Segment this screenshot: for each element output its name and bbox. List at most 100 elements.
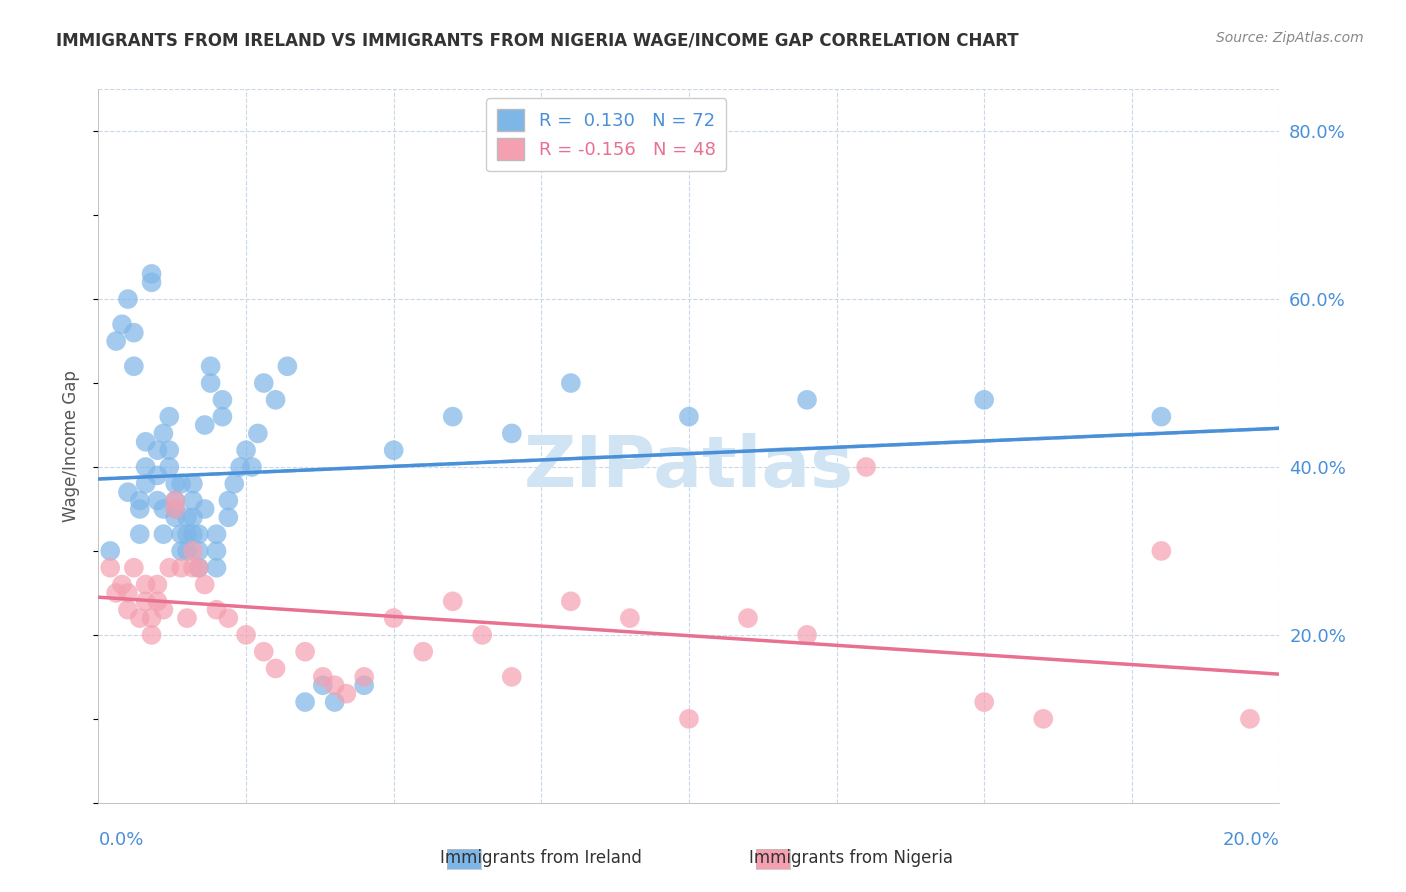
Point: [176, 527, 198, 541]
Point: [146, 594, 169, 608]
Point: [560, 376, 582, 390]
Point: [246, 426, 269, 441]
Point: [111, 318, 134, 332]
Point: [128, 502, 150, 516]
Point: [264, 392, 287, 407]
Point: [135, 476, 157, 491]
Point: [200, 359, 222, 374]
Point: [973, 695, 995, 709]
Point: [1150, 544, 1173, 558]
Point: [205, 527, 228, 541]
Point: [1150, 409, 1173, 424]
Point: [141, 628, 163, 642]
Point: [141, 611, 163, 625]
Point: [194, 577, 217, 591]
Point: [146, 468, 169, 483]
Point: [170, 560, 193, 574]
Point: [855, 460, 877, 475]
Point: [181, 544, 204, 558]
Point: [217, 510, 239, 524]
Point: [176, 510, 198, 524]
Point: [152, 502, 174, 516]
Point: [217, 611, 239, 625]
Point: [128, 527, 150, 541]
Point: [412, 645, 434, 659]
Point: [117, 292, 139, 306]
Point: [312, 678, 335, 692]
Point: [157, 409, 180, 424]
Point: [335, 687, 357, 701]
Point: [224, 476, 246, 491]
Point: [737, 611, 759, 625]
Point: [135, 434, 157, 449]
Point: [128, 611, 150, 625]
Point: [105, 334, 128, 348]
Point: [235, 628, 257, 642]
Point: [165, 476, 187, 491]
Point: [678, 409, 700, 424]
Point: [128, 493, 150, 508]
Point: [117, 485, 139, 500]
Point: [170, 476, 193, 491]
Point: [382, 443, 405, 458]
Point: [141, 275, 163, 289]
Point: [276, 359, 298, 374]
Point: [211, 409, 233, 424]
Point: [165, 502, 187, 516]
Point: [181, 560, 204, 574]
Point: [253, 645, 276, 659]
Point: [141, 267, 163, 281]
Point: [619, 611, 641, 625]
Text: ZIPatlas: ZIPatlas: [524, 433, 853, 502]
Legend: R =  0.130   N = 72, R = -0.156   N = 48: R = 0.130 N = 72, R = -0.156 N = 48: [486, 98, 727, 171]
Point: [146, 443, 169, 458]
Point: [165, 510, 187, 524]
Point: [205, 560, 228, 574]
Point: [973, 392, 995, 407]
Text: Immigrants from Nigeria: Immigrants from Nigeria: [748, 849, 953, 867]
Point: [176, 544, 198, 558]
Point: [1032, 712, 1054, 726]
Point: [165, 502, 187, 516]
Point: [117, 586, 139, 600]
Point: [441, 409, 464, 424]
Point: [1239, 712, 1261, 726]
Point: [122, 359, 145, 374]
Point: [157, 460, 180, 475]
Point: [229, 460, 252, 475]
Point: [471, 628, 494, 642]
Point: [157, 443, 180, 458]
Point: [294, 645, 316, 659]
Point: [117, 603, 139, 617]
Point: [98, 560, 121, 574]
Point: [170, 527, 193, 541]
Point: [323, 695, 346, 709]
Point: [253, 376, 276, 390]
Point: [152, 426, 174, 441]
Point: [146, 577, 169, 591]
Point: [200, 376, 222, 390]
Point: [353, 678, 375, 692]
Point: [294, 695, 316, 709]
Y-axis label: Wage/Income Gap: Wage/Income Gap: [62, 370, 80, 522]
Point: [152, 527, 174, 541]
Point: [152, 603, 174, 617]
Point: [205, 544, 228, 558]
Text: 0.0%: 0.0%: [98, 831, 143, 849]
Point: [181, 476, 204, 491]
Point: [678, 712, 700, 726]
Point: [323, 678, 346, 692]
Point: [501, 426, 523, 441]
Point: [181, 510, 204, 524]
Point: [796, 628, 818, 642]
Point: [111, 577, 134, 591]
Text: 20.0%: 20.0%: [1223, 831, 1279, 849]
Point: [382, 611, 405, 625]
Point: [501, 670, 523, 684]
Point: [187, 544, 209, 558]
Point: [194, 417, 217, 432]
Point: [135, 594, 157, 608]
Point: [122, 560, 145, 574]
Point: [181, 493, 204, 508]
Point: [105, 586, 128, 600]
